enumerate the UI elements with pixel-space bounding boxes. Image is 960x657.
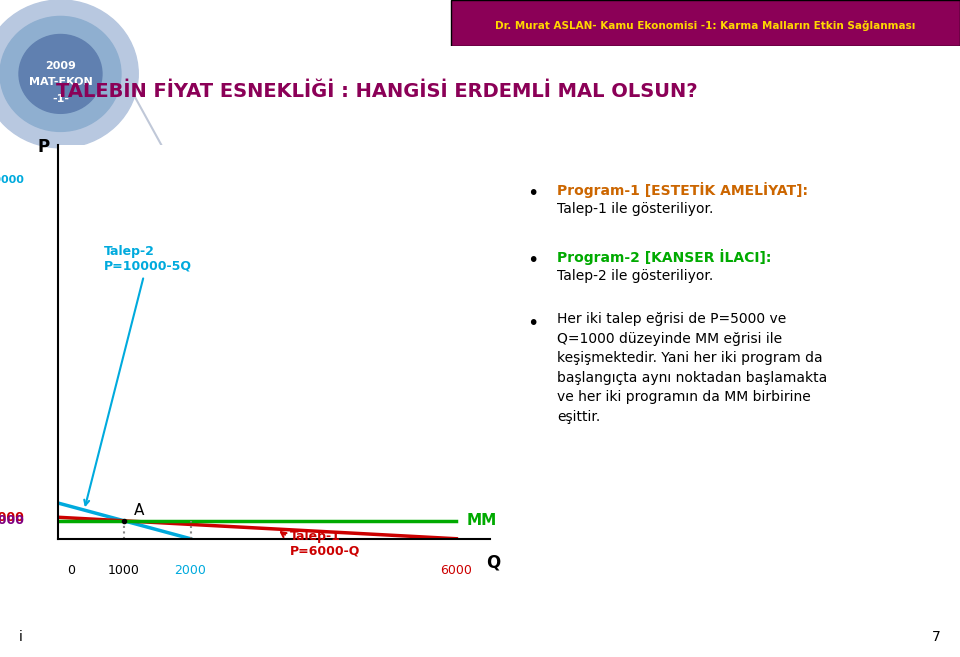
Text: Talep-2 ile gösteriliyor.: Talep-2 ile gösteriliyor. <box>558 269 713 283</box>
Text: TALEBİN FİYAT ESNEKLİĞİ : HANGİSİ ERDEMLİ MAL OLSUN?: TALEBİN FİYAT ESNEKLİĞİ : HANGİSİ ERDEML… <box>57 83 698 101</box>
Text: •: • <box>527 314 539 333</box>
Text: Program-2 [KANSER İLACI]:: Program-2 [KANSER İLACI]: <box>558 249 772 265</box>
Text: •: • <box>527 251 539 270</box>
Text: P: P <box>37 138 50 156</box>
Circle shape <box>19 35 102 113</box>
Text: 0: 0 <box>67 564 75 577</box>
Text: i: i <box>19 630 23 645</box>
Text: Dr. Murat ASLAN- Kamu Ekonomisi -1: Karma Malların Etkin Sağlanması: Dr. Murat ASLAN- Kamu Ekonomisi -1: Karm… <box>495 20 916 30</box>
Text: 100000: 100000 <box>0 175 24 185</box>
Text: MAT-EKON: MAT-EKON <box>29 77 92 87</box>
Text: A: A <box>134 503 144 518</box>
Text: 1000: 1000 <box>108 564 140 577</box>
Text: Program-1 [ESTETİK AMELİYAT]:: Program-1 [ESTETİK AMELİYAT]: <box>558 182 808 198</box>
Text: Talep-1 ile gösteriliyor.: Talep-1 ile gösteriliyor. <box>558 202 713 215</box>
Text: 7: 7 <box>932 630 941 645</box>
Text: -1-: -1- <box>52 93 69 104</box>
Text: 6000: 6000 <box>0 510 24 524</box>
Text: MM: MM <box>467 513 496 528</box>
Text: 2000: 2000 <box>175 564 206 577</box>
FancyBboxPatch shape <box>451 0 960 46</box>
Text: •: • <box>527 184 539 203</box>
Text: 6000: 6000 <box>441 564 472 577</box>
Text: Talep-1
P=6000-Q: Talep-1 P=6000-Q <box>281 530 361 558</box>
Text: 2009: 2009 <box>45 60 76 71</box>
Text: Q: Q <box>487 553 500 572</box>
Text: 5000: 5000 <box>0 514 24 528</box>
Text: Talep-2
P=10000-5Q: Talep-2 P=10000-5Q <box>84 245 192 505</box>
Circle shape <box>0 16 121 131</box>
Text: Her iki talep eğrisi de P=5000 ve
Q=1000 düzeyinde MM eğrisi ile
keşişmektedir. : Her iki talep eğrisi de P=5000 ve Q=1000… <box>558 312 828 424</box>
Circle shape <box>0 0 138 148</box>
